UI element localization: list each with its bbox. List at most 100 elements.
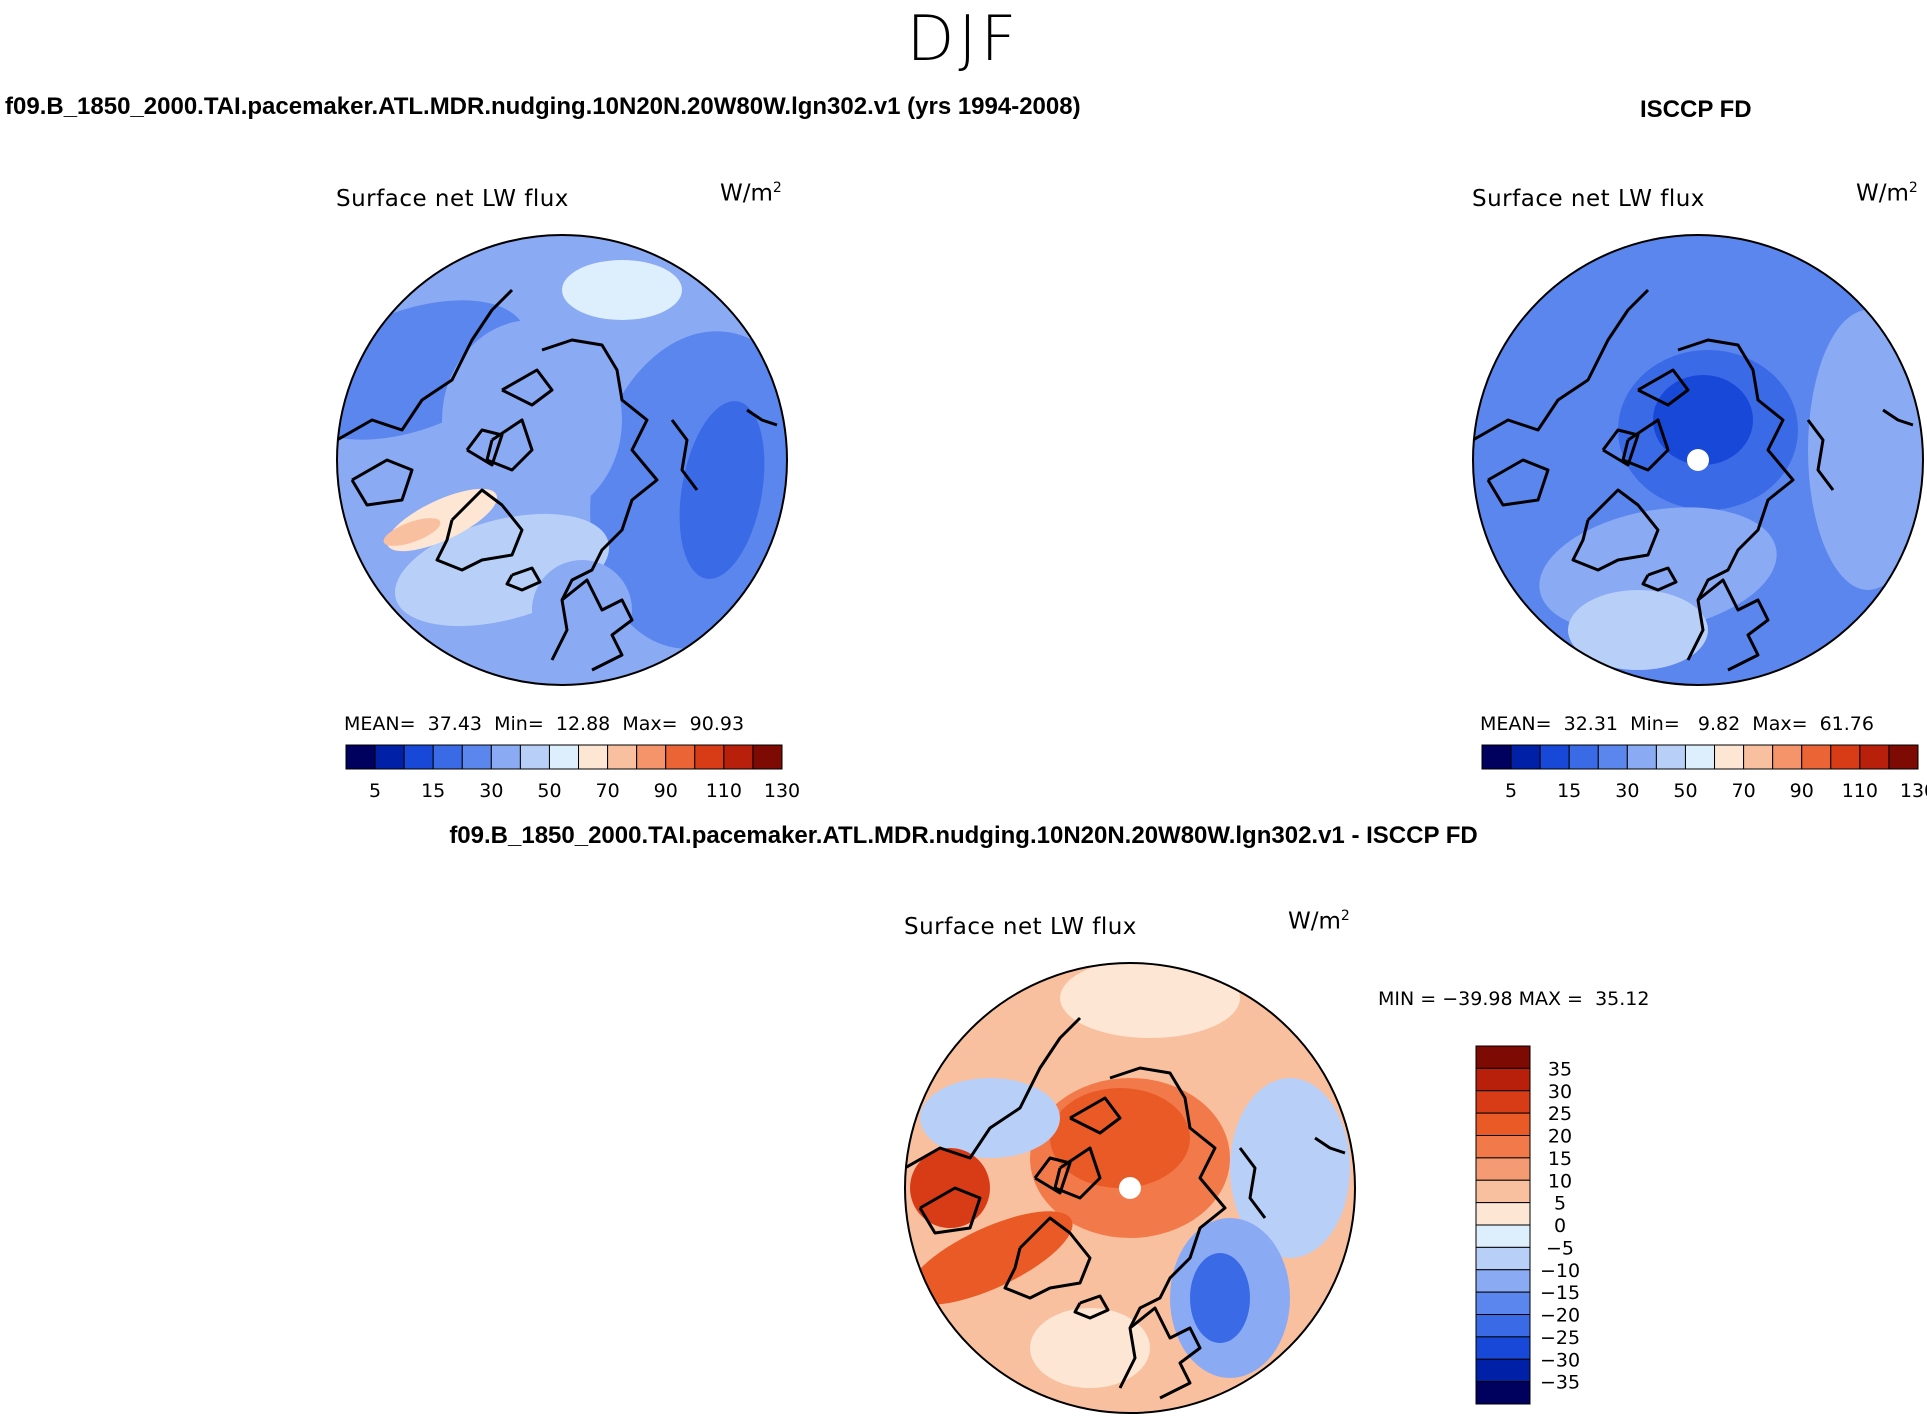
- model-stats: MEAN= 37.43 Min= 12.88 Max= 90.93: [344, 713, 745, 735]
- obs-archipelago-a: [1621, 418, 1670, 472]
- obs-colorbar-tick-label: 110: [1842, 780, 1878, 802]
- model-colorbar-box: [519, 744, 550, 770]
- model-colorbar-tick-label: 50: [537, 780, 561, 802]
- obs-colorbar-box: [1539, 744, 1570, 770]
- obs-colorbar-tick-label: 15: [1557, 780, 1581, 802]
- obs-panel-header: ISCCP FD: [1640, 96, 1752, 123]
- model-field-pacific: [562, 260, 682, 320]
- diff-colorbar-box: [1475, 1314, 1531, 1338]
- diff-greenland-coast: [1003, 1216, 1092, 1300]
- model-archipelago-c: [501, 368, 554, 407]
- model-plot-title: Surface net LW flux: [336, 186, 569, 212]
- diff-eurasia-coast: [1109, 1066, 1227, 1389]
- obs-colorbar: 5 15 30 50 70 90 110 130: [1481, 744, 1927, 802]
- diff-colorbar-tick-label: −15: [1540, 1282, 1580, 1304]
- obs-colorbar-box: [1626, 744, 1657, 770]
- model-panel-header: f09.B_1850_2000.TAI.pacemaker.ATL.MDR.nu…: [5, 93, 1081, 120]
- model-colorbar-tick-label: 30: [479, 780, 503, 802]
- obs-colorbar-tick-label: 50: [1673, 780, 1697, 802]
- obs-colorbar-box: [1597, 744, 1628, 770]
- model-field-scand: [532, 560, 632, 660]
- model-map: [336, 234, 788, 686]
- obs-units: W/m2: [1856, 180, 1918, 207]
- diff-colorbar-box: [1475, 1157, 1531, 1181]
- model-field-gulf-core: [383, 518, 441, 546]
- obs-colorbar-box: [1888, 744, 1919, 770]
- obs-colorbar-box: [1684, 744, 1716, 770]
- obs-kamchatka-coast: [1882, 408, 1914, 427]
- diff-colorbar-box: [1475, 1090, 1531, 1114]
- model-map-field: [337, 235, 787, 685]
- model-units: W/m2: [720, 180, 782, 207]
- obs-archipelago-b: [1601, 428, 1640, 467]
- diff-colorbar-tick-label: 15: [1548, 1148, 1572, 1170]
- model-novaya-coast: [670, 419, 699, 491]
- diff-stats: MIN = −39.98 MAX = 35.12: [1378, 988, 1650, 1010]
- obs-map-field: [1473, 235, 1923, 685]
- model-colorbar-tick-label: 90: [654, 780, 678, 802]
- obs-colorbar-tick-label: 90: [1790, 780, 1814, 802]
- obs-colorbar-tick-label: 30: [1615, 780, 1639, 802]
- diff-colorbar-tick-label: 0: [1554, 1215, 1566, 1237]
- model-colorbar: 5 15 30 50 70 90 110 130: [345, 744, 800, 802]
- diff-colorbar-box: [1475, 1135, 1531, 1159]
- diff-colorbar-tick-label: 30: [1548, 1081, 1572, 1103]
- diff-colorbar-tick-label: −25: [1540, 1327, 1580, 1349]
- diff-archipelago-b: [1033, 1156, 1072, 1195]
- model-archipelago-a: [485, 418, 534, 472]
- diff-field-arctic-core: [1050, 1088, 1190, 1188]
- diff-colorbar-tick-label: 25: [1548, 1103, 1572, 1125]
- model-colorbar-tick-label: 15: [421, 780, 445, 802]
- diff-colorbar-box: [1475, 1336, 1531, 1360]
- model-colorbar-box: [403, 744, 434, 770]
- model-namerica-coast: [337, 288, 514, 442]
- diff-namerica-coast: [905, 1016, 1082, 1170]
- model-iceland-coast: [505, 566, 542, 592]
- model-colorbar-box: [636, 744, 667, 770]
- diff-hudson-coast: [918, 1186, 982, 1235]
- obs-stats: MEAN= 32.31 Min= 9.82 Max= 61.76: [1480, 713, 1874, 735]
- diff-colorbar-box: [1475, 1067, 1531, 1092]
- diff-plot-title: Surface net LW flux: [904, 914, 1137, 940]
- diff-field-canada: [920, 1078, 1060, 1158]
- model-colorbar-box: [752, 744, 783, 770]
- obs-pole-hole: [1687, 449, 1709, 471]
- model-colorbar-box: [548, 744, 580, 770]
- model-colorbar-tick-label: 110: [706, 780, 742, 802]
- obs-map: [1472, 234, 1924, 686]
- diff-field-pacific: [1060, 963, 1240, 1038]
- diff-colorbar-box: [1475, 1112, 1531, 1136]
- diff-pole-hole: [1119, 1177, 1141, 1199]
- diff-colorbar-box: [1475, 1358, 1531, 1383]
- diff-colorbar-tick-label: −35: [1540, 1372, 1580, 1394]
- diff-archipelago-a: [1053, 1146, 1102, 1200]
- diff-iceland-coast: [1073, 1294, 1110, 1320]
- model-colorbar-box: [374, 744, 405, 770]
- model-kamchatka-coast: [746, 408, 778, 427]
- diff-colorbar-tick-label: −5: [1546, 1237, 1574, 1259]
- diff-archipelago-c: [1069, 1096, 1122, 1135]
- season-title: DJF: [906, 2, 1021, 75]
- model-field-siberia-core: [679, 401, 765, 579]
- model-greenland-coast: [435, 488, 524, 572]
- diff-colorbar-tick-label: 5: [1554, 1193, 1566, 1215]
- model-colorbar-box: [345, 744, 376, 770]
- diff-field-atlantic: [1030, 1308, 1150, 1388]
- obs-colorbar-box: [1481, 744, 1512, 770]
- obs-map-border: [1472, 234, 1924, 686]
- obs-namerica-coast: [1473, 288, 1650, 442]
- model-scandinavia-coast: [561, 578, 634, 672]
- obs-colorbar-box: [1568, 744, 1599, 770]
- obs-colorbar-box: [1655, 744, 1686, 770]
- diff-scandinavia-coast: [1129, 1306, 1202, 1400]
- obs-iceland-coast: [1641, 566, 1678, 592]
- model-field-arctic: [442, 320, 622, 520]
- obs-field-atlantic-s: [1568, 590, 1708, 670]
- obs-plot-title: Surface net LW flux: [1472, 186, 1705, 212]
- diff-map-border: [904, 962, 1356, 1414]
- obs-colorbar-box: [1714, 744, 1745, 770]
- diff-colorbar-tick-label: 35: [1548, 1058, 1572, 1080]
- diff-colorbar-tick-label: −10: [1540, 1260, 1580, 1282]
- diff-colorbar-tick-label: 20: [1548, 1126, 1572, 1148]
